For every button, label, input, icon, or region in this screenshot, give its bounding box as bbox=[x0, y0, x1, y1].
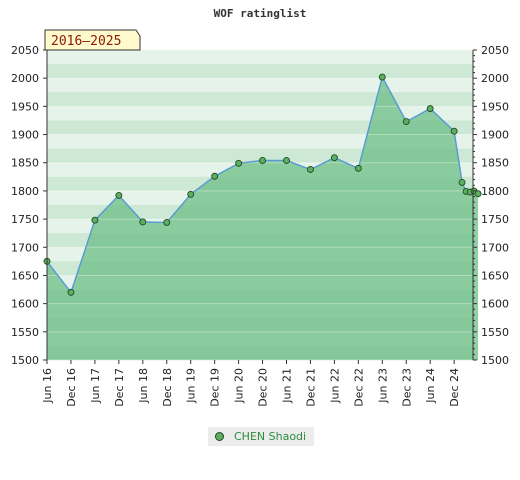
chart-title: WOF ratinglist bbox=[214, 7, 307, 20]
data-point bbox=[115, 191, 123, 199]
y-tick-label: 1500 bbox=[481, 354, 509, 367]
y-tick-label: 1850 bbox=[11, 157, 39, 170]
x-tick-label: Jun 18 bbox=[137, 368, 150, 404]
y-tick-label: 1800 bbox=[481, 185, 509, 198]
data-point bbox=[283, 157, 290, 164]
y-tick-label: 1800 bbox=[11, 185, 39, 198]
background-band bbox=[47, 120, 473, 136]
data-point bbox=[211, 172, 219, 180]
range-badge: 2016–2025 bbox=[44, 29, 141, 51]
data-point bbox=[259, 157, 266, 164]
legend: CHEN Shaodi bbox=[208, 427, 314, 446]
y-tick-label: 1700 bbox=[11, 241, 39, 254]
y-tick-label: 2000 bbox=[481, 72, 509, 85]
rating-area bbox=[47, 77, 479, 360]
y-tick-label: 1950 bbox=[481, 100, 509, 113]
background-band bbox=[47, 106, 473, 121]
data-point bbox=[354, 164, 362, 172]
data-point bbox=[187, 190, 195, 198]
x-tick-label: Jun 23 bbox=[376, 368, 389, 404]
data-point bbox=[163, 219, 171, 226]
y-tick-label: 1550 bbox=[11, 326, 39, 339]
data-point bbox=[378, 73, 386, 81]
x-tick-label: Dec 22 bbox=[352, 368, 365, 407]
y-tick-label: 2050 bbox=[481, 44, 509, 57]
y-tick-label: 1600 bbox=[481, 298, 509, 311]
range-label: 2016–2025 bbox=[51, 34, 121, 49]
x-tick-label: Jun 16 bbox=[41, 368, 54, 404]
y-tick-label: 1900 bbox=[481, 129, 509, 142]
background-band bbox=[47, 64, 473, 79]
x-tick-label: Dec 17 bbox=[113, 368, 126, 407]
legend-label: CHEN Shaodi bbox=[234, 430, 307, 443]
y-tick-label: 1700 bbox=[481, 241, 509, 254]
y-ticks-right: 1500 1550 1600 1650 1700 1750 1800 1850 1900 1950… bbox=[473, 44, 509, 367]
data-point bbox=[426, 105, 434, 113]
x-tick-label: Dec 18 bbox=[161, 368, 174, 407]
data-point bbox=[235, 159, 243, 167]
y-tick-label: 1500 bbox=[11, 354, 39, 367]
y-tick-label: 1550 bbox=[481, 326, 509, 339]
x-tick-label: Dec 16 bbox=[65, 368, 78, 407]
background-band bbox=[47, 78, 473, 93]
grid-lines bbox=[47, 49, 473, 361]
x-tick-label: Jun 19 bbox=[185, 368, 198, 404]
x-tick-label: Jun 20 bbox=[233, 368, 246, 404]
y-ticks-left: 1500 1550 1600 1650 1700 1750 1800 1850 1900 1950… bbox=[11, 44, 47, 367]
y-tick-label: 1900 bbox=[11, 129, 39, 142]
x-ticks: Jun 16 Dec 16 Jun 17 Dec 17 Jun 18 Dec 18 Jun … bbox=[41, 360, 461, 407]
x-tick-label: Dec 19 bbox=[209, 368, 222, 407]
data-point bbox=[91, 216, 99, 224]
y-tick-label: 1750 bbox=[481, 213, 509, 226]
x-tick-label: Jun 21 bbox=[281, 368, 294, 404]
y-tick-label: 1950 bbox=[11, 100, 39, 113]
data-point bbox=[330, 154, 338, 162]
data-point bbox=[402, 118, 410, 126]
y-tick-label: 1650 bbox=[11, 269, 39, 282]
data-point bbox=[139, 218, 147, 226]
data-point bbox=[474, 190, 482, 198]
y-tick-label: 1650 bbox=[481, 269, 509, 282]
data-point bbox=[458, 179, 466, 186]
background-band bbox=[47, 92, 473, 107]
x-tick-label: Jun 24 bbox=[424, 368, 437, 404]
y-tick-label: 1850 bbox=[481, 157, 509, 170]
y-tick-label: 1600 bbox=[11, 298, 39, 311]
y-tick-label: 2050 bbox=[11, 44, 39, 57]
x-tick-label: Dec 21 bbox=[304, 368, 317, 407]
x-tick-label: Dec 20 bbox=[257, 368, 270, 407]
x-tick-label: Jun 17 bbox=[89, 368, 102, 404]
y-tick-label: 1750 bbox=[11, 213, 39, 226]
x-tick-label: Jun 22 bbox=[328, 368, 341, 404]
x-tick-label: Dec 24 bbox=[448, 368, 461, 407]
data-point bbox=[450, 127, 458, 135]
data-point bbox=[307, 166, 314, 173]
background-band bbox=[47, 50, 473, 65]
legend-marker-icon bbox=[215, 432, 224, 441]
y-tick-label: 2000 bbox=[11, 72, 39, 85]
rating-markers bbox=[43, 73, 482, 296]
x-tick-label: Dec 23 bbox=[400, 368, 413, 407]
data-point bbox=[67, 288, 75, 296]
